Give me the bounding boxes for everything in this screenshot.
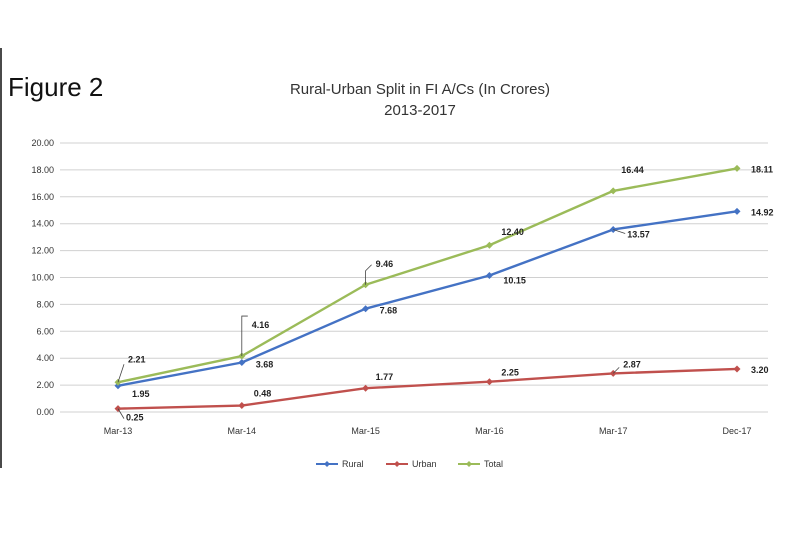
series-line-total — [117, 167, 738, 384]
chart-title: Rural-Urban Split in FI A/Cs (In Crores) — [289, 81, 551, 98]
data-point-rural — [485, 271, 493, 279]
y-tick-label: 14.00 — [31, 219, 54, 229]
y-tick-label: 20.00 — [31, 138, 54, 148]
data-label-total: 2.21 — [128, 354, 146, 364]
data-label-rural: 3.68 — [256, 360, 274, 370]
x-tick-label: Mar-16 — [475, 426, 504, 436]
y-tick-label: 4.00 — [36, 353, 54, 363]
data-point-total — [733, 164, 741, 172]
legend-label-rural: Rural — [342, 459, 364, 469]
data-label-rural: 7.68 — [380, 306, 398, 316]
data-point-urban — [362, 384, 370, 392]
label-leader-line — [117, 408, 125, 419]
data-point-rural — [238, 359, 246, 367]
label-leader-line — [241, 315, 248, 357]
x-tick-label: Mar-15 — [351, 426, 380, 436]
legend-marker-urban — [394, 461, 400, 467]
data-point-rural — [733, 207, 741, 215]
series-line-rural — [117, 210, 738, 387]
y-tick-label: 0.00 — [36, 407, 54, 417]
x-tick-label: Mar-14 — [228, 426, 257, 436]
x-tick-label: Dec-17 — [722, 426, 751, 436]
label-leader-line — [117, 364, 125, 383]
data-label-rural: 1.95 — [132, 389, 150, 399]
y-tick-label: 16.00 — [31, 192, 54, 202]
y-tick-label: 2.00 — [36, 380, 54, 390]
data-label-total: 12.40 — [501, 227, 524, 237]
legend-label-total: Total — [484, 459, 503, 469]
y-tick-label: 8.00 — [36, 299, 54, 309]
data-point-urban — [238, 402, 246, 410]
data-label-total: 9.46 — [376, 259, 394, 269]
data-label-urban: 0.48 — [254, 389, 272, 399]
data-label-urban: 1.77 — [376, 372, 394, 382]
y-tick-label: 10.00 — [31, 273, 54, 283]
data-label-total: 18.11 — [751, 164, 773, 174]
y-tick-label: 18.00 — [31, 165, 54, 175]
legend-marker-total — [466, 461, 472, 467]
left-border-rule — [0, 48, 2, 468]
series-line-urban — [117, 367, 738, 410]
label-leader-line — [612, 367, 620, 374]
data-point-total — [609, 187, 617, 195]
x-tick-label: Mar-17 — [599, 426, 628, 436]
label-leader-line — [365, 264, 372, 285]
chart-subtitle: 2013-2017 — [384, 102, 456, 119]
data-label-urban: 0.25 — [126, 413, 144, 423]
legend-marker-rural — [324, 461, 330, 467]
data-label-urban: 2.87 — [623, 359, 641, 369]
y-tick-label: 6.00 — [36, 326, 54, 336]
data-point-urban — [733, 365, 741, 373]
figure-label: Figure 2 — [8, 72, 104, 102]
label-leader-line — [613, 229, 626, 234]
data-label-rural: 14.92 — [751, 207, 774, 217]
data-label-total: 4.16 — [252, 320, 270, 330]
y-tick-label: 12.00 — [31, 246, 54, 256]
legend-label-urban: Urban — [412, 459, 437, 469]
data-point-rural — [362, 305, 370, 313]
data-point-urban — [485, 378, 493, 386]
data-label-urban: 3.20 — [751, 365, 769, 375]
data-label-total: 16.44 — [621, 165, 644, 175]
data-label-rural: 13.57 — [627, 229, 650, 239]
x-tick-label: Mar-13 — [104, 426, 133, 436]
data-label-rural: 10.15 — [503, 275, 526, 285]
data-point-total — [485, 241, 493, 249]
data-label-urban: 2.25 — [501, 368, 519, 378]
